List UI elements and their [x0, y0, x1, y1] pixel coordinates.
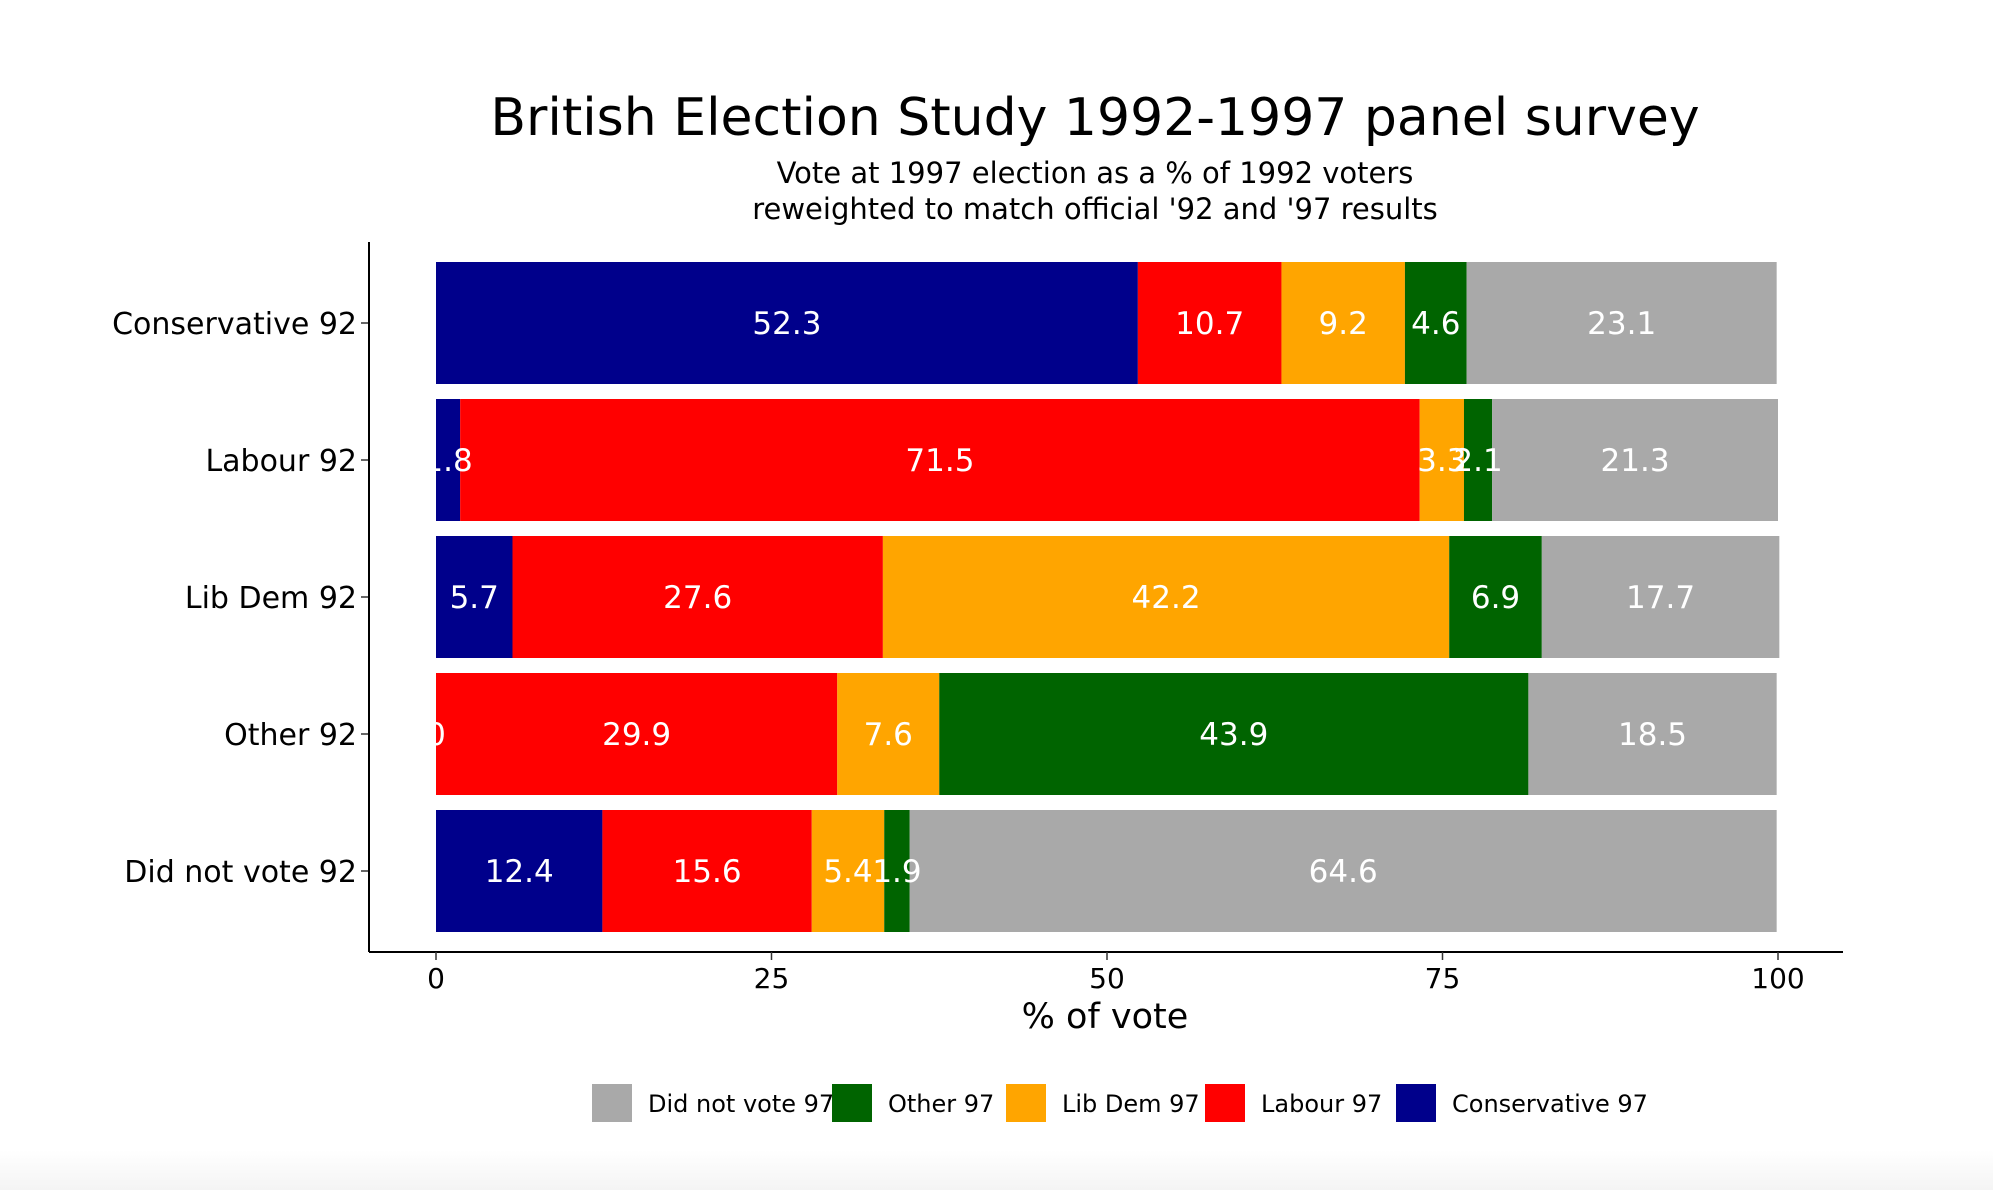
- bar-segment-did-not-vote-92-other-97: [884, 810, 910, 932]
- data-label-other-92-did-not-vote-97: 18.5: [1618, 717, 1687, 753]
- legend-swatch-lib-dem-97: [1006, 1084, 1046, 1122]
- bar-segment-lib-dem-92-did-not-vote-97: [1541, 536, 1780, 658]
- data-label-lib-dem-92-lib-dem-97: 42.2: [1132, 580, 1201, 616]
- data-label-lib-dem-92-did-not-vote-97: 17.7: [1626, 580, 1695, 616]
- x-tick-label-75: 75: [1425, 962, 1461, 995]
- data-label-labour-92-did-not-vote-97: 21.3: [1601, 443, 1670, 479]
- bar-segment-conservative-92-did-not-vote-97: [1466, 262, 1777, 384]
- plot-bars: 52.3 10.7 9.2 4.6 23.1 1.8 71.5 3.32.1 21.3 5.7 27…: [423, 262, 1780, 932]
- bar-segment-other-92-lib-dem-97: [837, 673, 940, 795]
- bar-segment-labour-92-labour-97: [460, 399, 1420, 521]
- bar-segment-did-not-vote-92-did-not-vote-97: [909, 810, 1777, 932]
- legend-swatch-did-not-vote-97: [592, 1084, 632, 1122]
- bar-segment-conservative-92-lib-dem-97: [1281, 262, 1405, 384]
- bar-segment-other-92-other-97: [939, 673, 1529, 795]
- data-label-labour-92-lib-dem-97: 3.3: [1417, 443, 1466, 479]
- y-tick-label-other-92: Other 92: [224, 718, 357, 753]
- data-label-other-92-other-97: 43.9: [1199, 717, 1268, 753]
- data-label-did-not-vote-92-lib-dem-97: 5.4: [823, 854, 872, 890]
- bar-segment-did-not-vote-92-lib-dem-97: [811, 810, 885, 932]
- bar-segment-conservative-92-other-97: [1404, 262, 1467, 384]
- legend-label-labour-97: Labour 97: [1261, 1090, 1382, 1118]
- data-label-labour-92-labour-97: 71.5: [905, 443, 974, 479]
- bar-segment-labour-92-other-97: [1463, 399, 1493, 521]
- bar-segment-did-not-vote-92-conservative-97: [436, 810, 603, 932]
- x-tick-label-0: 0: [427, 962, 445, 995]
- x-tick-label-50: 50: [1089, 962, 1125, 995]
- data-label-lib-dem-92-conservative-97: 5.7: [450, 580, 499, 616]
- x-tick-label-25: 25: [754, 962, 790, 995]
- y-tick-label-conservative-92: Conservative 92: [112, 307, 357, 342]
- chart-title: British Election Study 1992-1997 panel s…: [490, 88, 1699, 148]
- data-label-other-92-lib-dem-97: 7.6: [864, 717, 913, 753]
- x-tick-label-100: 100: [1751, 962, 1804, 995]
- plot-axes: Conservative 92 Labour 92 Lib Dem 92 Other …: [112, 242, 1843, 995]
- data-label-lib-dem-92-other-97: 6.9: [1471, 580, 1520, 616]
- data-label-conservative-92-conservative-97: 52.3: [752, 306, 821, 342]
- data-label-labour-92-other-97: 2.1: [1453, 443, 1502, 479]
- data-label-conservative-92-lib-dem-97: 9.2: [1319, 306, 1368, 342]
- y-tick-label-lib-dem-92: Lib Dem 92: [185, 581, 357, 616]
- x-axis-title: % of vote: [1022, 997, 1189, 1037]
- data-label-other-92-labour-97: 29.9: [602, 717, 671, 753]
- data-label-did-not-vote-92-other-97: 1.9: [872, 854, 921, 890]
- legend-swatch-labour-97: [1205, 1084, 1245, 1122]
- data-label-did-not-vote-92-labour-97: 15.6: [673, 854, 742, 890]
- bar-segment-labour-92-conservative-97: [436, 399, 461, 521]
- bar-segment-conservative-92-conservative-97: [436, 262, 1138, 384]
- data-label-conservative-92-labour-97: 10.7: [1175, 306, 1244, 342]
- legend-label-lib-dem-97: Lib Dem 97: [1062, 1090, 1200, 1118]
- data-label-conservative-92-other-97: 4.6: [1411, 306, 1460, 342]
- data-label-did-not-vote-92-conservative-97: 12.4: [485, 854, 554, 890]
- legend-label-did-not-vote-97: Did not vote 97: [648, 1090, 834, 1118]
- data-label-labour-92-conservative-97: 1.8: [423, 443, 472, 479]
- y-tick-label-did-not-vote-92: Did not vote 92: [124, 855, 357, 890]
- legend-swatch-conservative-97: [1396, 1084, 1436, 1122]
- legend-swatch-other-97: [832, 1084, 872, 1122]
- legend-label-conservative-97: Conservative 97: [1452, 1090, 1648, 1118]
- legend: Did not vote 97 Other 97 Lib Dem 97 Labour …: [592, 1084, 1648, 1122]
- bar-segment-lib-dem-92-lib-dem-97: [882, 536, 1450, 658]
- bar-segment-labour-92-did-not-vote-97: [1492, 399, 1778, 521]
- bar-segment-lib-dem-92-conservative-97: [436, 536, 513, 658]
- bar-segment-other-92-did-not-vote-97: [1528, 673, 1777, 795]
- bar-segment-conservative-92-labour-97: [1137, 262, 1282, 384]
- chart-subtitle-line-2: reweighted to match official '92 and '97…: [752, 192, 1438, 226]
- bar-segment-did-not-vote-92-labour-97: [602, 810, 812, 932]
- data-label-other-92-conservative-97: 0: [426, 717, 446, 753]
- data-label-did-not-vote-92-did-not-vote-97: 64.6: [1309, 854, 1378, 890]
- data-label-lib-dem-92-labour-97: 27.6: [663, 580, 732, 616]
- bottom-edge-shade: [0, 1150, 1993, 1190]
- bar-segment-other-92-labour-97: [436, 673, 838, 795]
- y-tick-label-labour-92: Labour 92: [205, 444, 357, 479]
- data-label-conservative-92-did-not-vote-97: 23.1: [1587, 306, 1656, 342]
- legend-label-other-97: Other 97: [888, 1090, 994, 1118]
- bar-segment-labour-92-lib-dem-97: [1419, 399, 1464, 521]
- bar-segment-lib-dem-92-other-97: [1449, 536, 1542, 658]
- bar-segment-lib-dem-92-labour-97: [512, 536, 883, 658]
- chart-subtitle-line-1: Vote at 1997 election as a % of 1992 vot…: [777, 156, 1414, 190]
